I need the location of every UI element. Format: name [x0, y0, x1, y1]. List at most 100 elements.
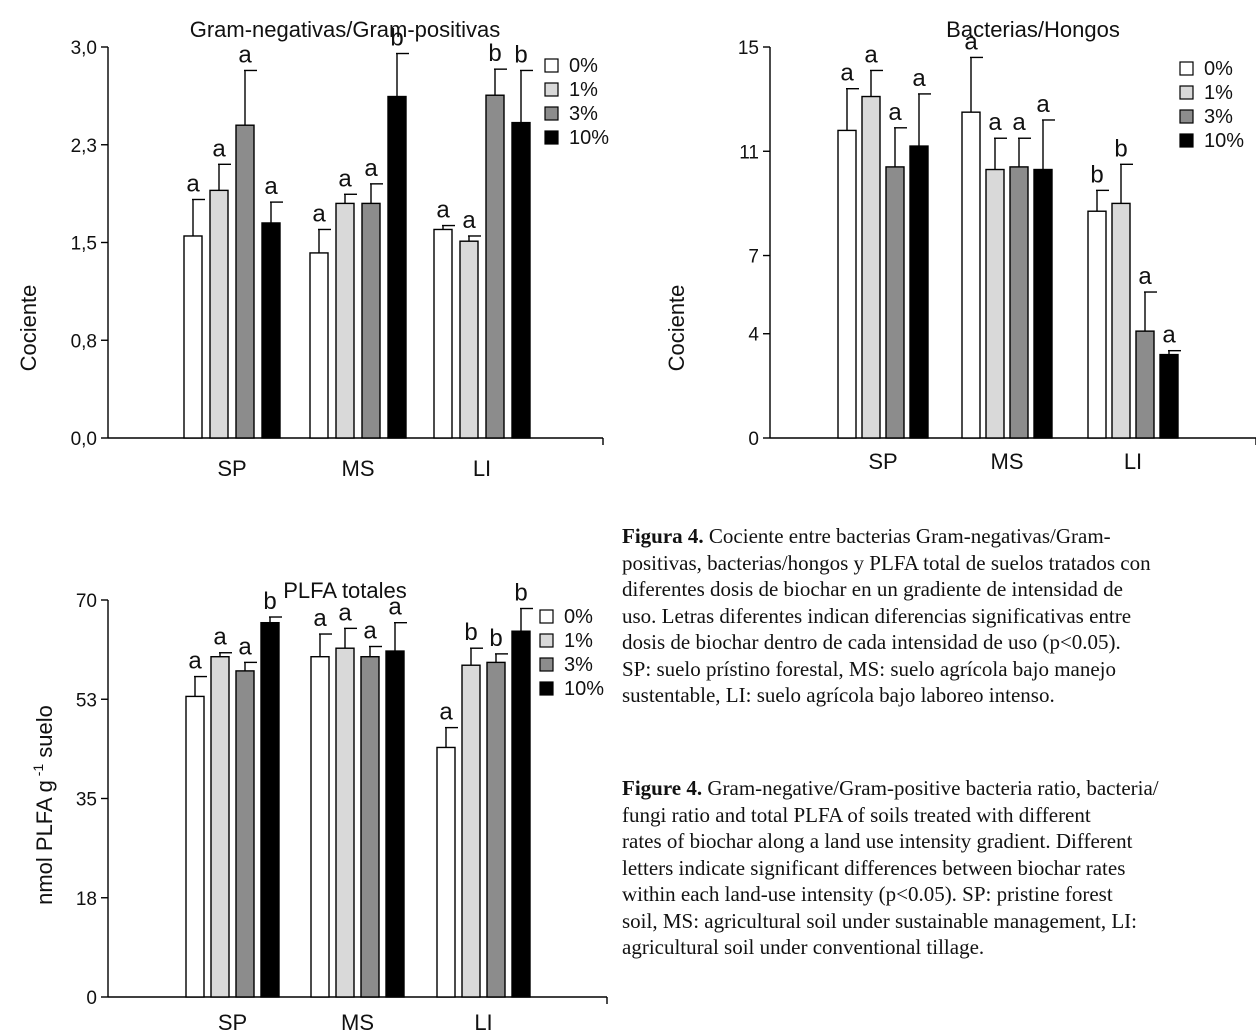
legend-label: 1%	[564, 630, 593, 652]
significance-letter: a	[338, 599, 352, 626]
bar	[387, 95, 407, 439]
significance-letter: a	[388, 594, 402, 621]
bar	[1033, 168, 1053, 439]
legend-label: 1%	[1204, 82, 1233, 104]
category-label: MS	[342, 456, 375, 481]
legend-swatch	[1179, 133, 1194, 148]
caption-english-label: Figure 4.	[622, 776, 703, 800]
significance-letter: a	[912, 65, 926, 92]
bar	[335, 647, 355, 998]
legend-label: 10%	[564, 678, 604, 700]
significance-letter: b	[464, 619, 477, 646]
bar	[1087, 210, 1107, 439]
significance-letter: a	[1162, 322, 1176, 349]
y-tick-label: 7	[748, 247, 759, 268]
significance-letter: b	[1090, 161, 1103, 188]
legend-swatch	[544, 106, 559, 121]
bar	[1135, 330, 1155, 439]
bar	[209, 189, 229, 439]
caption-spanish-text: Cociente entre bacterias Gram-negativas/…	[622, 524, 1151, 707]
bar	[385, 650, 405, 998]
chart-3: PLFA totales nmol PLFA g -1 suelo 0 18 35 53 7…	[30, 578, 608, 1034]
y-tick-label: 3,0	[71, 38, 97, 59]
caption-english-text: Gram-negative/Gram-positive bacteria rat…	[622, 776, 1159, 959]
bar	[511, 630, 531, 998]
legend-swatch	[544, 130, 559, 145]
bar	[985, 168, 1005, 439]
significance-letter: b	[390, 25, 403, 52]
y-tick-label: 18	[76, 889, 97, 910]
y-tick-label: 70	[76, 591, 97, 612]
chart-title: Bacterias/Hongos	[946, 17, 1120, 42]
bar	[235, 670, 255, 998]
significance-letter: a	[840, 60, 854, 87]
bar	[183, 235, 203, 439]
significance-letter: b	[514, 41, 527, 68]
category-label: SP	[868, 449, 897, 474]
category-label: MS	[341, 1010, 374, 1034]
significance-letter: b	[488, 40, 501, 67]
caption-english: Figure 4. Gram-negative/Gram-positive ba…	[622, 775, 1256, 961]
significance-letter: a	[188, 648, 202, 675]
legend-label: 10%	[569, 127, 609, 149]
legend-label: 10%	[1204, 130, 1244, 152]
significance-letter: a	[338, 165, 352, 192]
y-axis-label: Cociente	[664, 285, 689, 372]
bar	[459, 240, 479, 439]
legend-swatch	[544, 82, 559, 97]
significance-letter: a	[964, 28, 978, 55]
y-tick-label: 1,5	[71, 234, 97, 255]
significance-letter: a	[436, 197, 450, 224]
bar	[485, 94, 505, 439]
legend-label: 3%	[1204, 106, 1233, 128]
significance-letter: a	[439, 699, 453, 726]
bar	[310, 656, 330, 998]
y-tick-label: 15	[738, 38, 759, 59]
category-label: MS	[991, 449, 1024, 474]
y-tick-label: 2,3	[71, 136, 97, 157]
significance-letter: a	[1138, 263, 1152, 290]
bar	[261, 222, 281, 439]
bar	[433, 228, 453, 439]
legend-swatch	[1179, 109, 1194, 124]
legend-swatch	[539, 609, 554, 624]
significance-letter: a	[212, 135, 226, 162]
legend-swatch	[539, 657, 554, 672]
category-label: LI	[474, 1010, 492, 1034]
y-tick-label: 0	[86, 988, 97, 1009]
bar	[260, 621, 280, 998]
bar	[511, 121, 531, 439]
bar	[837, 129, 857, 439]
y-axis-label: Cociente	[16, 285, 41, 372]
caption-spanish-label: Figura 4.	[622, 524, 704, 548]
bar	[335, 202, 355, 439]
significance-letter: b	[514, 580, 527, 607]
y-tick-label: 4	[748, 325, 759, 346]
bar	[210, 656, 230, 998]
significance-letter: a	[363, 618, 377, 645]
y-tick-label: 11	[739, 142, 759, 163]
y-tick-label: 0,0	[71, 429, 97, 450]
significance-letter: a	[186, 170, 200, 197]
chart-1: Gram-negativas/Gram-positivas Cociente 0,0…	[16, 17, 609, 481]
significance-letter: a	[264, 173, 278, 200]
significance-letter: b	[263, 588, 276, 615]
significance-letter: a	[312, 200, 326, 227]
caption-spanish: Figura 4. Cociente entre bacterias Gram-…	[622, 523, 1256, 709]
legend-swatch	[1179, 85, 1194, 100]
legend-label: 0%	[1204, 58, 1233, 80]
significance-letter: a	[988, 109, 1002, 136]
category-label: SP	[217, 456, 246, 481]
category-label: LI	[1124, 449, 1142, 474]
bar	[885, 166, 905, 439]
legend-swatch	[539, 633, 554, 648]
chart-title: Gram-negativas/Gram-positivas	[190, 17, 501, 42]
significance-letter: a	[462, 207, 476, 234]
bar	[361, 202, 381, 439]
significance-letter: a	[313, 605, 327, 632]
significance-letter: b	[1114, 135, 1127, 162]
bar	[235, 124, 255, 439]
y-tick-label: 53	[76, 690, 97, 711]
legend-label: 3%	[569, 103, 598, 125]
